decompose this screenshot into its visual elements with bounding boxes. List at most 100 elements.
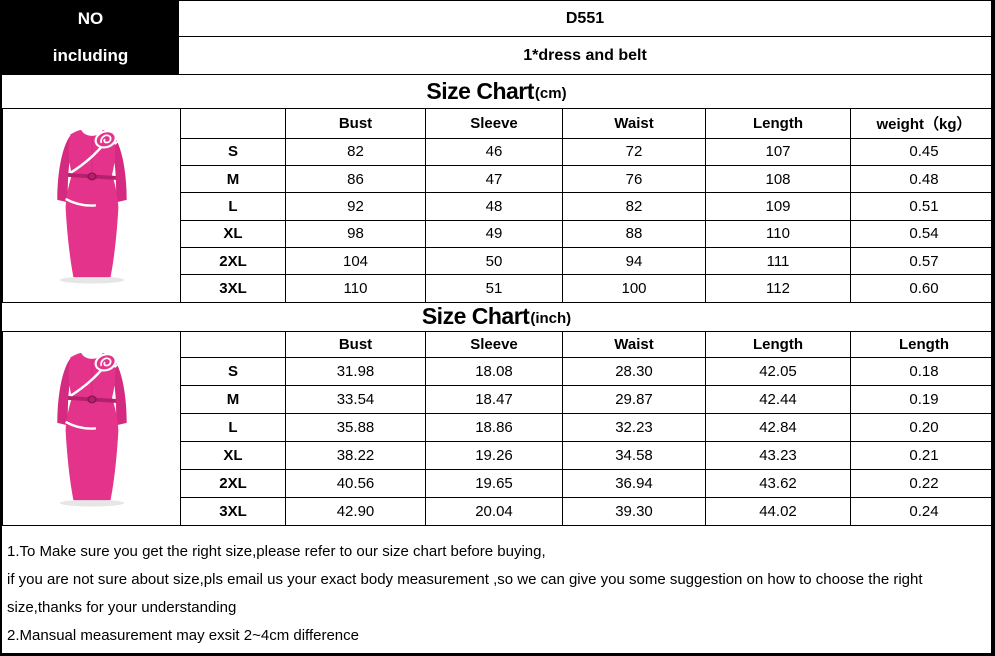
- cell-bust: 33.54: [285, 384, 426, 414]
- cell-waist: 88: [562, 219, 706, 248]
- product-code: D551: [565, 9, 605, 27]
- cell-waist: 32.23: [562, 412, 706, 442]
- cell-waist: 29.87: [562, 384, 706, 414]
- table-row: M 86 47 76 108 0.48: [3, 164, 991, 194]
- cell-length: 107: [705, 137, 851, 166]
- cell-bust: 110: [285, 274, 426, 303]
- cell-bust: 31.98: [285, 356, 426, 386]
- product-image-cell-cm: [2, 108, 181, 303]
- corner-cell: [180, 330, 286, 358]
- cell-waist: 82: [562, 192, 706, 221]
- size-chart-cm-title-text: Size Chart: [426, 78, 534, 104]
- size-label: M: [180, 384, 286, 414]
- cell-length: 42.84: [705, 412, 851, 442]
- cell-bust: 35.88: [285, 412, 426, 442]
- cell-weight: 0.19: [850, 384, 991, 414]
- size-chart-cm-title: Size Chart (cm): [2, 75, 991, 108]
- product-image-cell-inch: [2, 330, 181, 526]
- cell-waist: 72: [562, 137, 706, 166]
- table-row: XL 38.22 19.26 34.58 43.23 0.21: [3, 440, 991, 470]
- cell-length: 44.02: [705, 496, 851, 526]
- sizing-notes: 1.To Make sure you get the right size,pl…: [2, 526, 991, 653]
- cell-weight: 0.24: [850, 496, 991, 526]
- size-label: M: [180, 164, 286, 194]
- cell-waist: 39.30: [562, 496, 706, 526]
- cell-sleeve: 51: [425, 274, 563, 303]
- no-label: NO: [77, 9, 104, 28]
- cell-waist: 34.58: [562, 440, 706, 470]
- cell-bust: 42.90: [285, 496, 426, 526]
- cell-sleeve: 18.08: [425, 356, 563, 386]
- size-label: S: [180, 356, 286, 386]
- cell-sleeve: 20.04: [425, 496, 563, 526]
- note-line: if you are not sure about size,pls email…: [7, 570, 923, 588]
- cell-bust: 86: [285, 164, 426, 194]
- cell-sleeve: 48: [425, 192, 563, 221]
- size-label: L: [180, 412, 286, 442]
- cell-weight: 0.57: [850, 246, 991, 276]
- cell-waist: 94: [562, 246, 706, 276]
- cell-waist: 28.30: [562, 356, 706, 386]
- cell-length: 111: [705, 246, 851, 276]
- cell-length: 110: [705, 219, 851, 248]
- cell-sleeve: 47: [425, 164, 563, 194]
- cell-bust: 82: [285, 137, 426, 166]
- cell-weight: 0.20: [850, 412, 991, 442]
- size-chart-cm-unit: (cm): [534, 85, 567, 102]
- note-line: size,thanks for your understanding: [7, 598, 237, 616]
- cell-weight: 0.51: [850, 192, 991, 221]
- size-label: XL: [180, 219, 286, 248]
- size-label: S: [180, 137, 286, 166]
- including-value: 1*dress and belt: [523, 46, 647, 64]
- size-label: 2XL: [180, 468, 286, 498]
- column-header-sleeve: Sleeve: [425, 330, 563, 358]
- table-row: M 33.54 18.47 29.87 42.44 0.19: [3, 384, 991, 414]
- dress-image: [55, 350, 128, 508]
- table-header-row: Bust Sleeve Waist Length Length: [2, 330, 991, 526]
- cell-weight: 0.48: [850, 164, 991, 194]
- cell-sleeve: 49: [425, 219, 563, 248]
- cell-bust: 92: [285, 192, 426, 221]
- cell-weight: 0.21: [850, 440, 991, 470]
- size-label: 3XL: [180, 274, 286, 303]
- cell-sleeve: 18.47: [425, 384, 563, 414]
- cell-sleeve: 19.65: [425, 468, 563, 498]
- cell-length: 43.62: [705, 468, 851, 498]
- cell-bust: 98: [285, 219, 426, 248]
- product-code-cell: D551: [179, 1, 991, 37]
- cell-waist: 100: [562, 274, 706, 303]
- cell-length: 42.44: [705, 384, 851, 414]
- table-row: 3XL 42.90 20.04 39.30 44.02 0.24: [3, 496, 991, 526]
- note-line: 2.Mansual measurement may exsit 2~4cm di…: [7, 626, 359, 644]
- column-header-waist: Waist: [562, 330, 706, 358]
- table-row: S 82 46 72 107 0.45: [3, 137, 991, 166]
- including-label: including: [52, 45, 129, 65]
- cell-bust: 40.56: [285, 468, 426, 498]
- column-header-length: Length: [705, 108, 851, 139]
- cell-weight: 0.60: [850, 274, 991, 303]
- including-value-cell: 1*dress and belt: [179, 37, 991, 74]
- cell-length: 42.05: [705, 356, 851, 386]
- column-header-bust: Bust: [285, 108, 426, 139]
- product-header: NO including D551 1*dress and belt: [2, 1, 991, 75]
- cell-length: 43.23: [705, 440, 851, 470]
- column-header-waist: Waist: [562, 108, 706, 139]
- cell-waist: 76: [562, 164, 706, 194]
- size-table-cm: Bust Sleeve Waist Length weight（kg） S 82…: [2, 108, 991, 303]
- column-header-bust: Bust: [285, 330, 426, 358]
- column-header-length-2: Length: [850, 330, 991, 358]
- cell-bust: 104: [285, 246, 426, 276]
- column-header-sleeve: Sleeve: [425, 108, 563, 139]
- size-table-inch: Bust Sleeve Waist Length Length S 31.98 …: [2, 330, 991, 526]
- size-chart-inch-title: Size Chart (inch): [2, 303, 991, 331]
- cell-sleeve: 18.86: [425, 412, 563, 442]
- column-header-weight: weight（kg）: [850, 108, 991, 139]
- note-line: 1.To Make sure you get the right size,pl…: [7, 542, 546, 560]
- cell-length: 108: [705, 164, 851, 194]
- cell-sleeve: 50: [425, 246, 563, 276]
- cell-length: 109: [705, 192, 851, 221]
- dress-image: [55, 127, 128, 285]
- cell-weight: 0.22: [850, 468, 991, 498]
- cell-weight: 0.45: [850, 137, 991, 166]
